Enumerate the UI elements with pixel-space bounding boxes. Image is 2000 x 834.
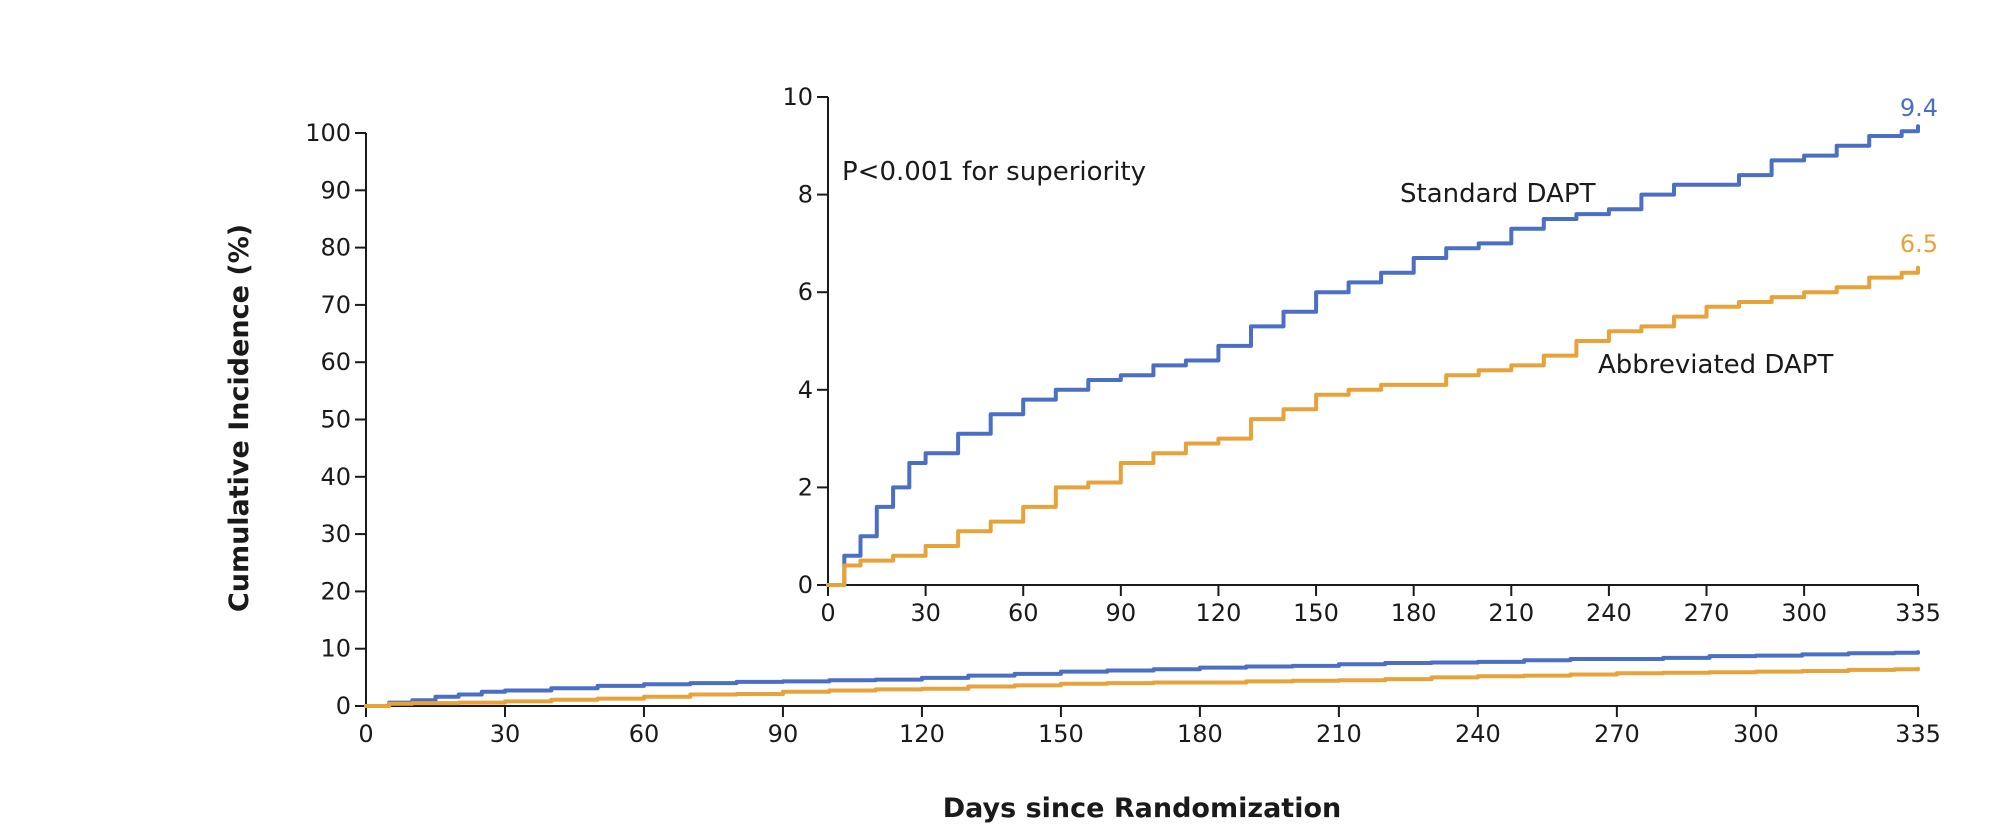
series-label-abbreviated: Abbreviated DAPT bbox=[1598, 350, 1833, 380]
main-y-tick-label: 10 bbox=[320, 635, 351, 663]
main-x-tick-label: 0 bbox=[358, 720, 373, 748]
main-x-tick-label: 60 bbox=[629, 720, 660, 748]
main-y-tick-label: 40 bbox=[320, 463, 351, 491]
end-value-standard: 9.4 bbox=[1900, 94, 1938, 122]
inset-x-tick-label: 210 bbox=[1488, 599, 1534, 627]
end-value-abbreviated: 6.5 bbox=[1900, 230, 1938, 258]
inset-x-tick-label: 60 bbox=[1008, 599, 1039, 627]
main-x-tick-label: 210 bbox=[1316, 720, 1362, 748]
main-x-tick-label: 180 bbox=[1177, 720, 1223, 748]
main-x-ticks: 0 30 60 90 120 150 180 210 240 270 300 335 bbox=[358, 706, 1941, 748]
main-x-tick-label: 150 bbox=[1038, 720, 1084, 748]
inset-line-standard-dapt bbox=[826, 124, 1920, 587]
x-axis-title: Days since Randomization bbox=[943, 793, 1342, 824]
main-x-tick-label: 120 bbox=[899, 720, 945, 748]
main-x-tick-label: 300 bbox=[1733, 720, 1779, 748]
main-y-ticks: 0 10 20 30 40 50 60 70 80 90 100 bbox=[305, 119, 366, 720]
inset-x-tick-label: 90 bbox=[1106, 599, 1137, 627]
main-y-tick-label: 100 bbox=[305, 119, 351, 147]
inset-x-tick-label: 150 bbox=[1293, 599, 1339, 627]
main-y-tick-label: 60 bbox=[320, 348, 351, 376]
main-y-tick-label: 80 bbox=[320, 234, 351, 262]
inset-x-tick-label: 30 bbox=[910, 599, 941, 627]
inset-x-tick-label: 300 bbox=[1781, 599, 1827, 627]
inset-x-tick-label: 240 bbox=[1586, 599, 1632, 627]
inset-x-tick-label: 120 bbox=[1196, 599, 1242, 627]
inset-y-ticks: 0 2 4 6 8 10 bbox=[782, 83, 828, 599]
inset-y-tick-label: 0 bbox=[798, 571, 813, 599]
main-line-abbreviated-dapt bbox=[364, 666, 1920, 708]
main-y-tick-label: 30 bbox=[320, 520, 351, 548]
main-y-tick-label: 90 bbox=[320, 176, 351, 204]
inset-x-tick-label: 180 bbox=[1391, 599, 1437, 627]
inset-y-tick-label: 10 bbox=[782, 83, 813, 111]
main-series bbox=[364, 650, 1920, 708]
main-x-tick-label: 240 bbox=[1455, 720, 1501, 748]
y-axis-title: Cumulative Incidence (%) bbox=[224, 224, 255, 612]
inset-x-tick-label: 270 bbox=[1684, 599, 1730, 627]
inset-y-tick-label: 8 bbox=[798, 181, 813, 209]
main-x-tick-label: 30 bbox=[490, 720, 521, 748]
inset-x-tick-label: 335 bbox=[1895, 599, 1941, 627]
inset-x-tick-label: 0 bbox=[820, 599, 835, 627]
inset-line-abbreviated-dapt bbox=[826, 265, 1920, 587]
main-x-tick-label: 335 bbox=[1895, 720, 1941, 748]
main-y-tick-label: 70 bbox=[320, 291, 351, 319]
main-x-tick-label: 270 bbox=[1594, 720, 1640, 748]
inset-series bbox=[826, 124, 1920, 587]
series-label-standard: Standard DAPT bbox=[1400, 179, 1596, 209]
inset-y-tick-label: 4 bbox=[798, 376, 813, 404]
inset-x-ticks: 0 30 60 90 120 150 180 210 240 270 300 335 bbox=[820, 585, 1941, 627]
main-line-standard-dapt bbox=[364, 650, 1920, 708]
main-y-tick-label: 20 bbox=[320, 577, 351, 605]
p-value-annotation: P<0.001 for superiority bbox=[842, 157, 1146, 187]
inset-y-tick-label: 6 bbox=[798, 278, 813, 306]
main-x-tick-label: 90 bbox=[768, 720, 799, 748]
main-y-tick-label: 50 bbox=[320, 406, 351, 434]
inset-y-tick-label: 2 bbox=[798, 473, 813, 501]
main-y-tick-label: 0 bbox=[336, 692, 351, 720]
